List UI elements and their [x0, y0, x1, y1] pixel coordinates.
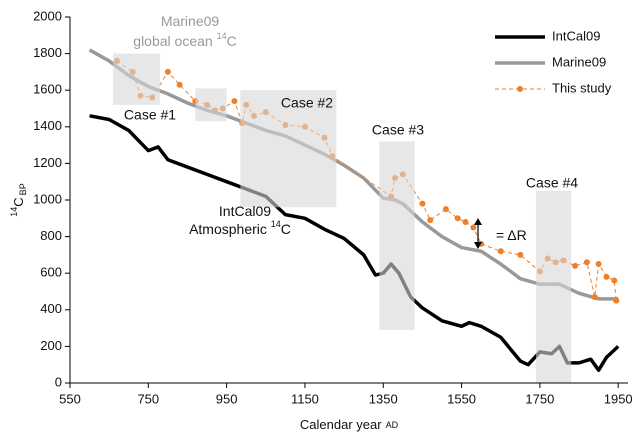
annotation-text: = ΔR: [496, 227, 527, 243]
annotation-text: Atmospheric: [189, 221, 271, 237]
data-point: [611, 277, 618, 284]
annotation-text: global ocean: [133, 33, 216, 49]
data-point: [517, 251, 524, 258]
arrow-head: [474, 218, 482, 225]
data-point: [454, 215, 461, 222]
y-tick-label: 1200: [33, 155, 62, 170]
data-point: [231, 98, 238, 105]
x-tick-label: 750: [137, 391, 159, 406]
y-axis-label-text: C: [11, 197, 26, 206]
y-tick-label: 400: [40, 301, 62, 316]
y-axis-label-sub: BP: [18, 183, 28, 195]
y-tick-label: 1000: [33, 191, 62, 206]
data-point: [427, 217, 434, 224]
data-point: [164, 68, 171, 75]
data-point: [595, 261, 602, 268]
shaded-region: [113, 53, 161, 105]
y-tick-label: 1800: [33, 45, 62, 60]
y-tick-label: 1400: [33, 118, 62, 133]
annotation: global ocean 14C: [133, 31, 236, 48]
x-axis-label-text: Calendar year: [300, 417, 382, 432]
data-point: [583, 259, 590, 266]
x-tick-label: 1350: [369, 391, 398, 406]
data-point: [462, 218, 469, 225]
legend-label: Marine09: [552, 54, 606, 69]
annotation: Atmospheric 14C: [189, 219, 291, 236]
legend-marker: [517, 86, 523, 92]
x-tick-label: 1950: [604, 391, 633, 406]
annotation-sup: 14: [217, 31, 227, 41]
annotation-text: C: [281, 221, 291, 237]
data-point: [497, 248, 504, 255]
x-axis-label: Calendar year AD: [300, 417, 399, 432]
x-axis-label-suffix: AD: [386, 420, 399, 430]
data-point: [603, 273, 610, 280]
annotation-sup: 14: [271, 219, 281, 229]
annotation: = ΔR: [496, 227, 527, 243]
data-point: [176, 81, 183, 88]
legend-label: IntCal09: [552, 28, 600, 43]
y-axis-label: 14C BP: [9, 183, 28, 216]
data-point: [613, 297, 620, 304]
annotation: IntCal09: [219, 203, 271, 219]
y-tick-label: 600: [40, 265, 62, 280]
x-tick-label: 550: [59, 391, 81, 406]
y-tick-label: 2000: [33, 8, 62, 23]
x-tick-label: 1150: [291, 391, 319, 406]
shaded-region: [535, 190, 572, 383]
legend-label: This study: [552, 80, 612, 95]
x-tick-label: 1750: [525, 391, 554, 406]
annotation-text: Marine09: [161, 13, 220, 29]
series-line: [88, 48, 619, 301]
x-tick-label: 950: [216, 391, 238, 406]
shaded-region: [195, 88, 227, 122]
annotation: Marine09: [161, 13, 220, 29]
y-tick-label: 200: [40, 338, 62, 353]
data-point: [419, 200, 426, 207]
data-point: [591, 293, 598, 300]
shaded-region: [379, 141, 415, 330]
arrow-head: [474, 242, 482, 249]
case-label: Case #4: [526, 175, 578, 191]
case-label: Case #1: [124, 107, 176, 123]
y-tick-label: 0: [55, 374, 62, 389]
case-label: Case #3: [372, 122, 424, 138]
case-label: Case #2: [281, 95, 333, 111]
data-point: [442, 206, 449, 213]
shaded-region: [240, 90, 337, 208]
annotation-text: C: [227, 33, 237, 49]
annotation-text: IntCal09: [219, 203, 271, 219]
y-axis-label-sup: 14: [9, 207, 19, 217]
y-tick-label: 1600: [33, 82, 62, 97]
x-tick-label: 1550: [447, 391, 476, 406]
data-point: [470, 224, 477, 231]
data-point: [572, 262, 579, 269]
y-tick-label: 800: [40, 228, 62, 243]
